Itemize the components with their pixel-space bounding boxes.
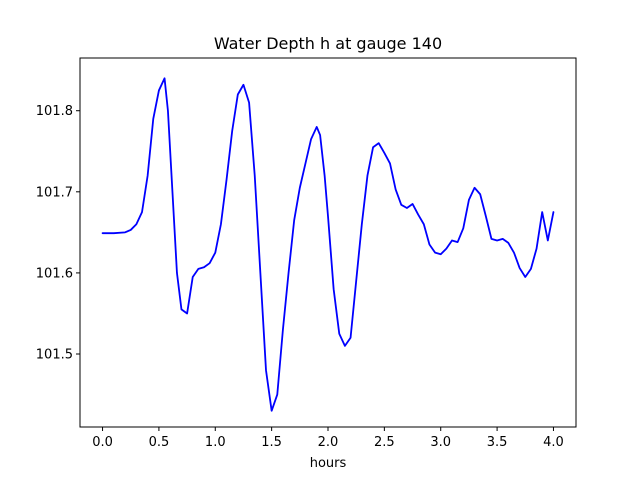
x-tick-label: 3.0 [430,435,451,450]
x-axis-label: hours [310,456,347,471]
y-tick-label: 101.7 [36,185,73,200]
x-tick-label: 0.0 [92,435,113,450]
x-tick-label: 1.5 [261,435,282,450]
chart-title: Water Depth h at gauge 140 [214,34,442,53]
x-tick-label: 1.0 [205,435,226,450]
x-tick-label: 3.5 [487,435,508,450]
y-tick-label: 101.8 [36,104,73,119]
series-line [101,77,555,412]
x-tick-label: 2.5 [374,435,395,450]
y-axis: 101.5 101.6 101.7 101.8 [36,104,80,363]
x-tick-label: 0.5 [149,435,170,450]
x-tick-label: 2.0 [318,435,339,450]
y-tick-label: 101.5 [36,348,73,363]
plot-area [101,77,555,412]
y-tick-label: 101.6 [36,266,73,281]
x-tick-label: 4.0 [543,435,564,450]
x-axis: 0.0 0.5 1.0 1.5 2.0 2.5 3.0 3.5 4.0 [92,427,564,450]
